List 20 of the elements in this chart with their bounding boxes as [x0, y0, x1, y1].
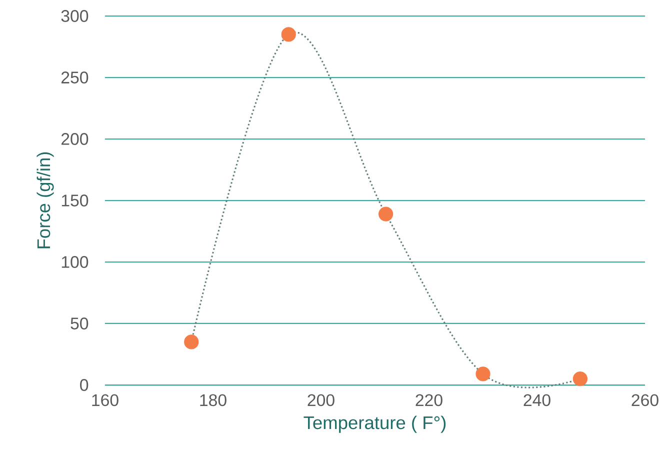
y-tick-label: 250 — [61, 72, 88, 84]
point — [572, 372, 588, 386]
y-tick-label: 100 — [62, 256, 88, 268]
y-axis-title: Force (gf/in) — [36, 152, 54, 248]
x-tick-label: 220 — [416, 394, 442, 406]
y-tick-label: 0 — [80, 379, 88, 391]
y-tick-label: 200 — [61, 133, 88, 145]
point — [184, 334, 199, 350]
point — [378, 206, 394, 222]
point — [281, 27, 296, 42]
y-tick-label: 300 — [61, 10, 88, 22]
x-tick-label: 200 — [308, 394, 334, 406]
x-tick-label: 260 — [632, 394, 658, 406]
y-tick-label: 150 — [62, 194, 88, 206]
x-tick-label: 180 — [200, 394, 226, 406]
point — [476, 366, 490, 382]
x-tick-label: 240 — [524, 394, 550, 406]
x-axis-title: Temperature ( F°) — [304, 416, 446, 433]
x-tick-label: 160 — [92, 394, 118, 406]
y-tick-label: 50 — [70, 318, 88, 330]
